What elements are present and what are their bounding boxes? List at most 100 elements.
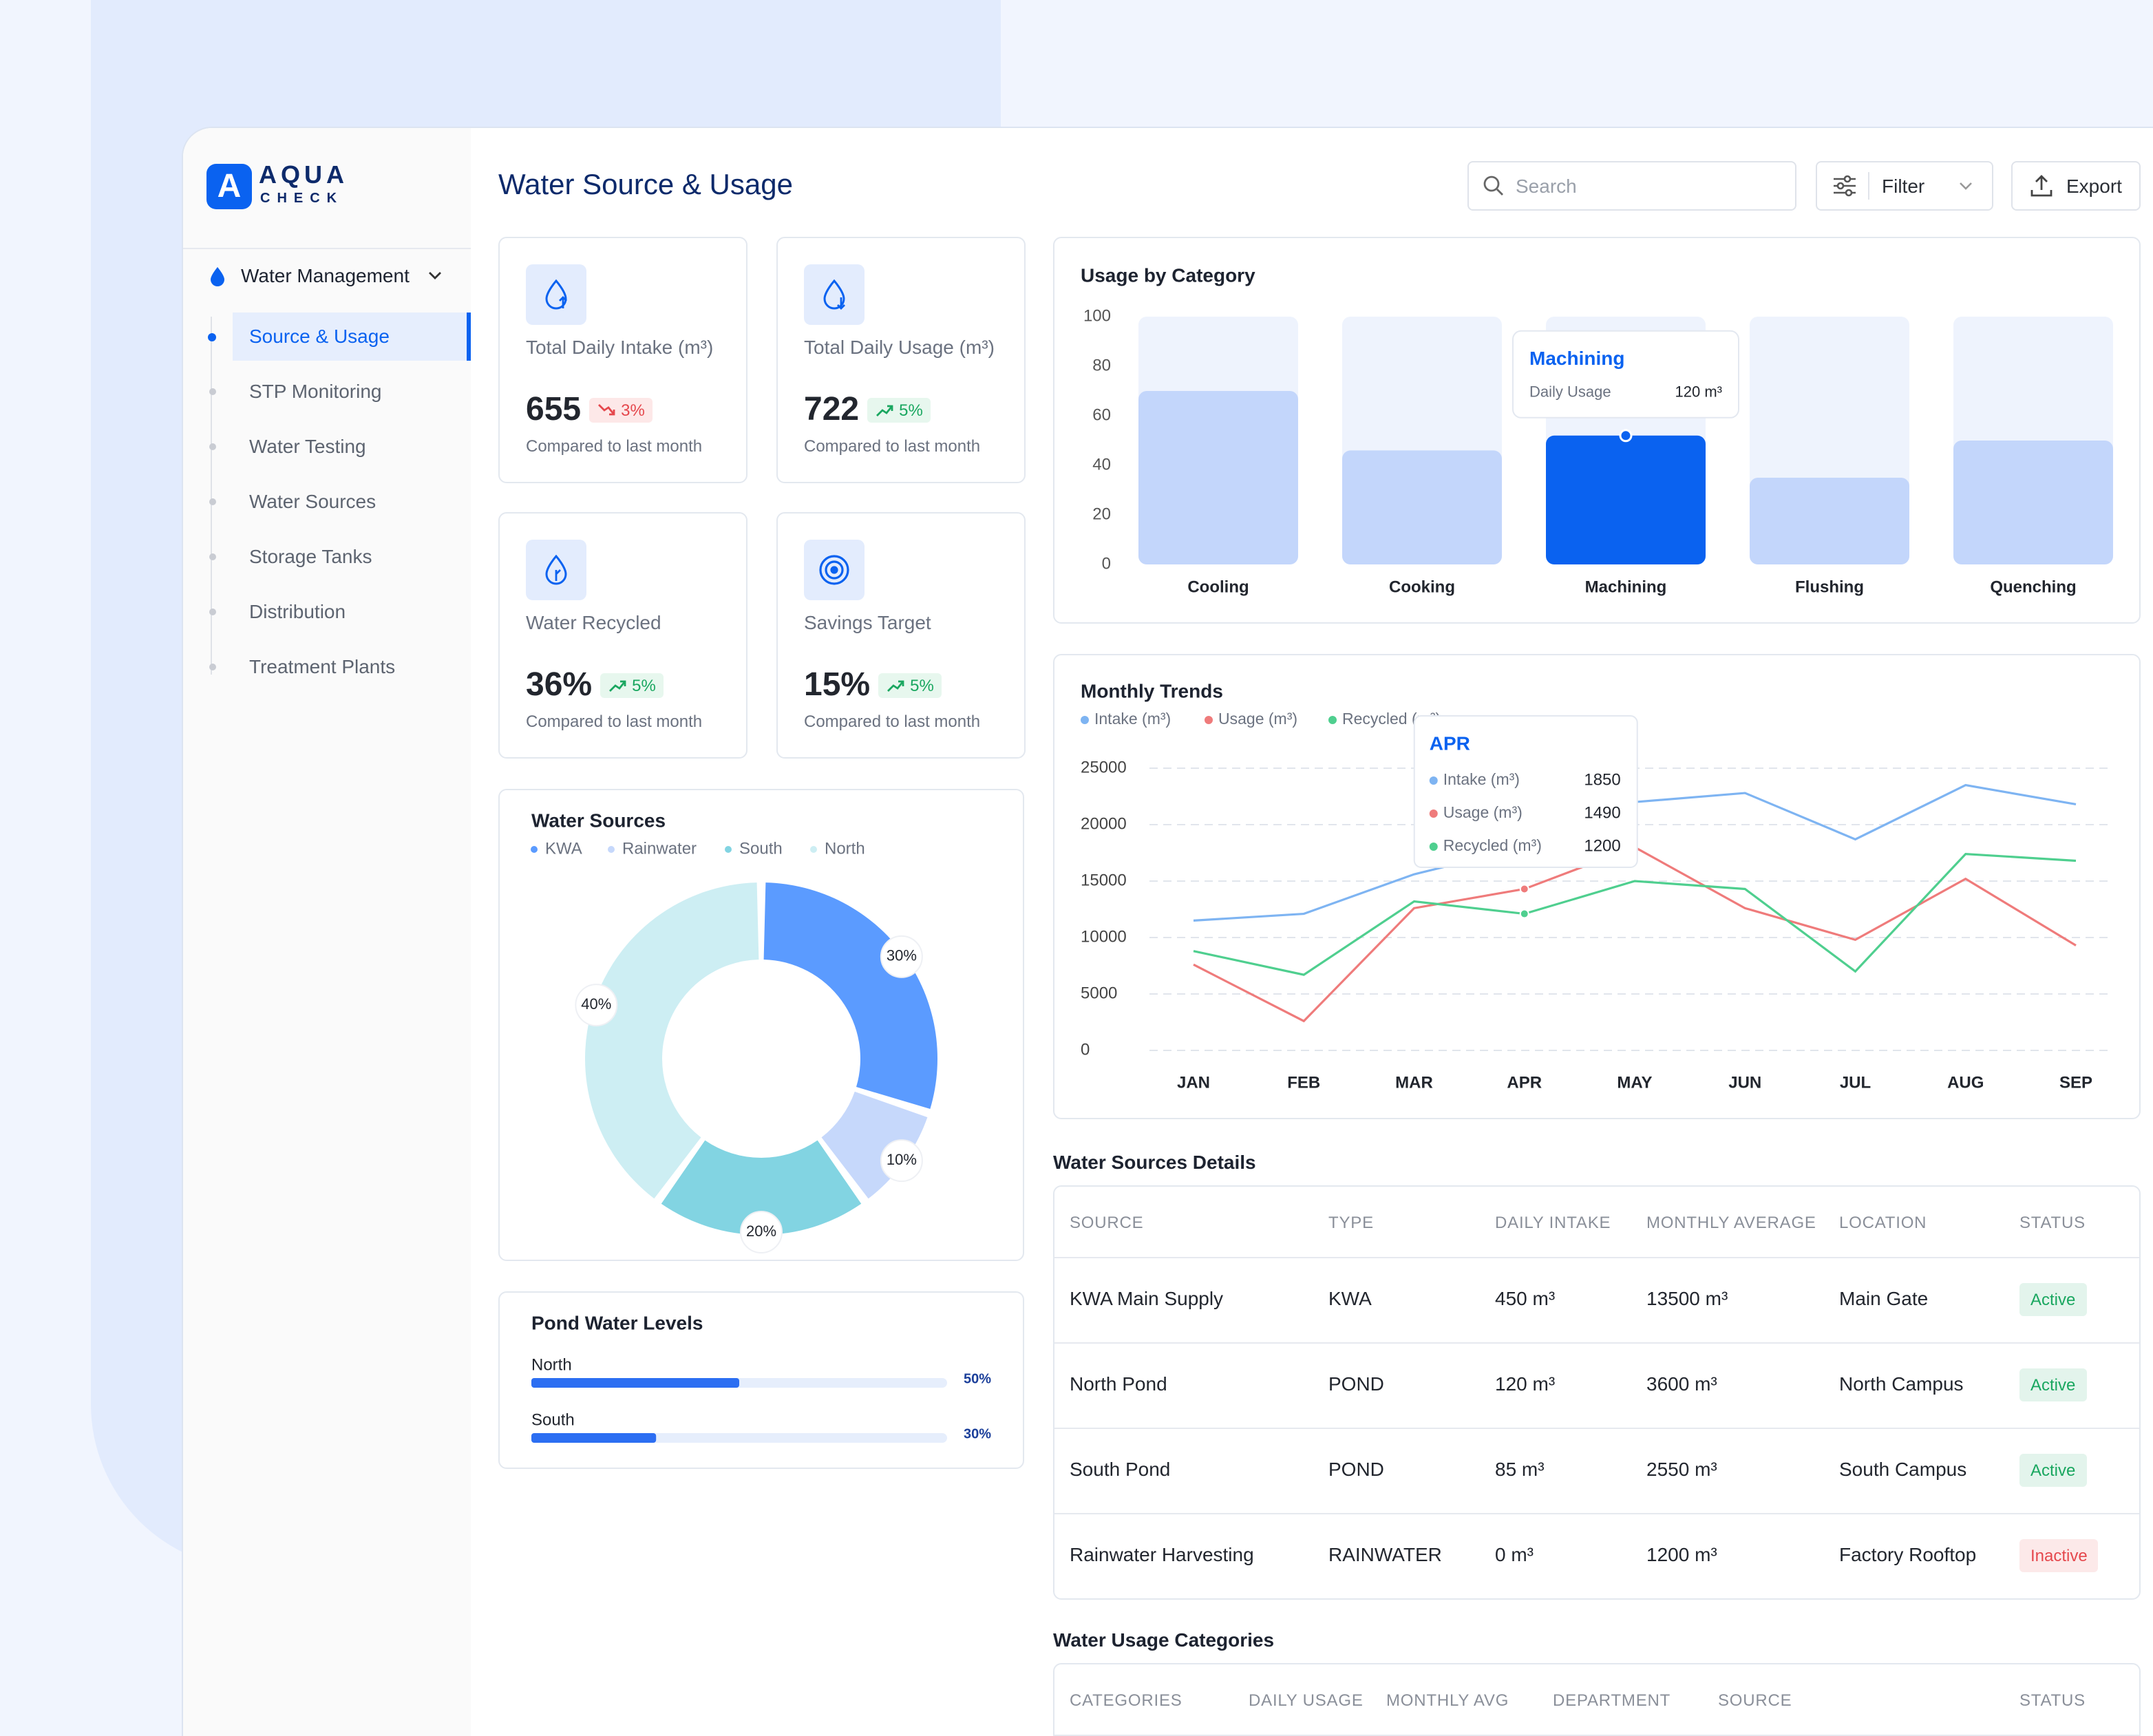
sidebar-divider (183, 248, 471, 249)
change-text: 5% (632, 676, 656, 695)
tooltip-title: Machining (1529, 348, 1624, 369)
section-toggle[interactable]: Water Management (241, 264, 410, 286)
cell: 1200 m³ (1646, 1543, 1717, 1565)
bar (531, 1433, 657, 1443)
x-tick-label: JAN (1177, 1073, 1210, 1092)
donut-card: Water Sources KWA Rainwater South North 30% 10… (498, 789, 1024, 1261)
filter-divider (1868, 172, 1869, 200)
arrow (887, 680, 904, 692)
value-label: 50% (964, 1371, 991, 1386)
nav-item[interactable]: STP Monitoring (249, 380, 382, 402)
nav-dot (209, 498, 215, 505)
change-text: 3% (621, 401, 645, 420)
cell: South Pond (1070, 1458, 1171, 1480)
donut-slice (661, 1140, 862, 1235)
trend-arrow (887, 680, 904, 692)
legend-label: South (739, 839, 783, 858)
cell: 85 m³ (1495, 1458, 1545, 1480)
tooltip-value: 1850 (1584, 770, 1620, 789)
kpi-note: Compared to last month (804, 712, 981, 731)
table-title: Water Sources Details (1053, 1151, 1256, 1173)
drop (823, 279, 845, 310)
value-label: 30% (887, 947, 917, 964)
cell: 450 m³ (1495, 1287, 1556, 1309)
bar-card-plot: Usage by Category 0 20 40 60 80 100 Cooling Cook… (1081, 264, 2113, 596)
icon-bg (804, 264, 865, 325)
brand-name: AQUA (259, 161, 348, 189)
nav-item[interactable]: Treatment Plants (249, 655, 396, 677)
label-bubble (740, 1211, 783, 1253)
icon-bg (526, 264, 586, 325)
arrow (598, 404, 615, 416)
y-tick-label: 60 (1092, 405, 1111, 424)
chart-title: Pond Water Levels (531, 1312, 703, 1333)
label-bubble (880, 935, 923, 978)
cell: 13500 m³ (1646, 1287, 1728, 1309)
arrow (837, 297, 845, 310)
kpi-note: Compared to last month (526, 436, 703, 456)
nav-item[interactable]: Storage Tanks (249, 545, 372, 567)
kpi-change: 5% (878, 673, 942, 698)
nav-item[interactable]: Distribution (249, 600, 346, 622)
donut-slice (585, 882, 759, 1199)
nav-item[interactable]: Water Sources (249, 490, 376, 512)
kpi-icon (804, 540, 865, 600)
bar (1750, 478, 1909, 564)
column-header: DAILY USAGE (1249, 1691, 1364, 1710)
legend-label: Rainwater (622, 839, 697, 858)
bar (1138, 391, 1298, 564)
row-divider (1054, 1513, 2139, 1514)
filter-button[interactable] (1816, 161, 1993, 211)
chart-title: Water Sources (531, 809, 666, 831)
nav-item[interactable]: Source & Usage (249, 325, 390, 347)
cell: POND (1328, 1373, 1384, 1395)
tooltip-value: 120 m³ (1675, 383, 1722, 401)
search-placeholder: Search (1516, 175, 1577, 197)
nav-item[interactable]: Water Testing (249, 435, 366, 457)
chevron (429, 272, 441, 279)
value-label: 10% (887, 1151, 917, 1168)
cell: 120 m³ (1495, 1373, 1556, 1395)
column-header: SOURCE (1718, 1691, 1792, 1710)
kpi-note: Compared to last month (526, 712, 703, 731)
hover-dot (1519, 909, 1529, 919)
export-button[interactable] (2011, 161, 2141, 211)
kpi-card (498, 237, 747, 483)
bar (1342, 450, 1502, 564)
x-tick-label: Quenching (1990, 578, 2076, 596)
y-tick-label: 15000 (1081, 871, 1127, 889)
legend-dot (1081, 716, 1089, 724)
line-card: Monthly Trends 0 5000 10000 15000 20000 25000 J… (1053, 654, 2141, 1119)
tooltip-dot (1429, 809, 1438, 818)
kpi-value: 15% (804, 666, 871, 703)
value-label: 20% (746, 1222, 776, 1240)
logo-mark: A (206, 164, 252, 209)
column-header: SOURCE (1070, 1213, 1144, 1232)
tooltip-label: Usage (m³) (1443, 803, 1523, 821)
donut-slice (763, 882, 937, 1109)
cell: North Pond (1070, 1373, 1167, 1395)
nav-rail (211, 317, 212, 675)
brand-tagline: CHECK (260, 191, 344, 207)
change-text: 5% (910, 676, 934, 695)
series-line (1193, 852, 2077, 976)
kpi-row: 655 3% (526, 391, 653, 430)
y-tick-label: 5000 (1081, 984, 1117, 1002)
export-icon (2030, 175, 2053, 197)
label-bubble (880, 1139, 923, 1183)
change-text: 5% (899, 401, 923, 420)
tooltip-label: Intake (m³) (1443, 770, 1520, 788)
search-box[interactable] (1467, 161, 1796, 211)
legend-label: KWA (545, 839, 582, 858)
legend-dot (725, 846, 732, 853)
y-tick-label: 0 (1102, 554, 1111, 573)
kpi-value: 655 (526, 391, 582, 428)
bar-label: North (531, 1355, 572, 1374)
kpi-label: Total Daily Usage (m³) (804, 336, 995, 358)
y-tick-label: 100 (1083, 306, 1111, 325)
y-tick-label: 20 (1092, 505, 1111, 523)
x-tick-label: MAR (1395, 1073, 1433, 1092)
kpi-note: Compared to last month (804, 436, 981, 456)
progress-card: Pond Water Levels North 50% South 30% (498, 1291, 1024, 1469)
